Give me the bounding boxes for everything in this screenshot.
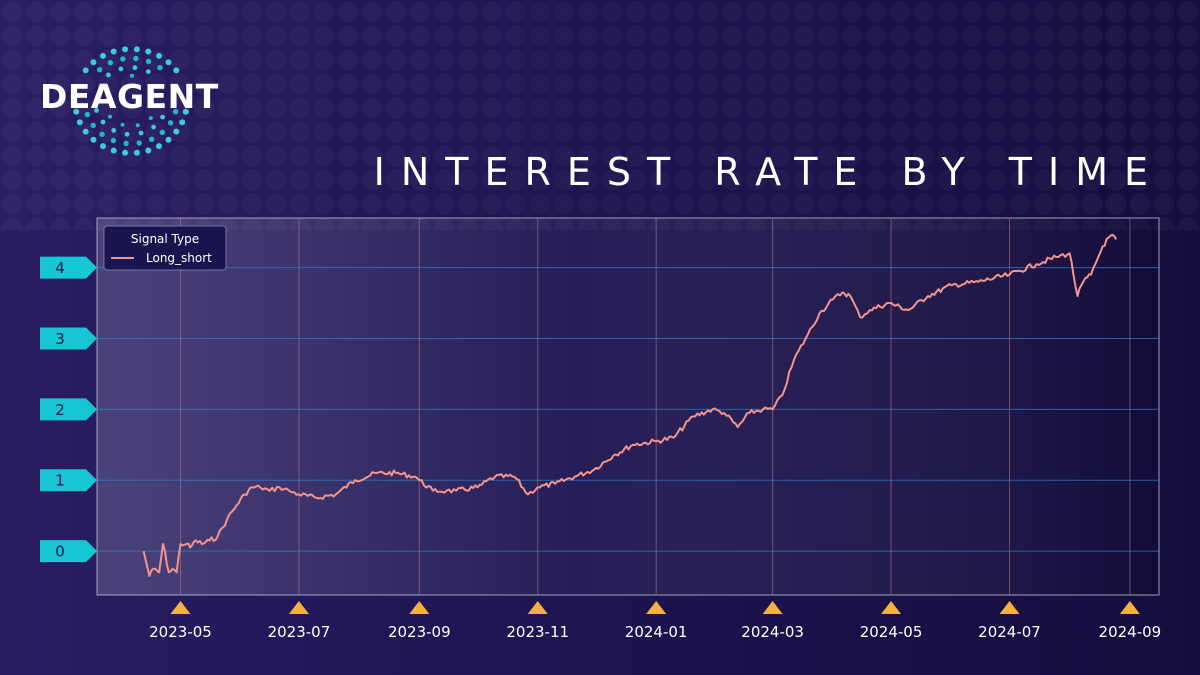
y-tick-label: 1 <box>55 472 65 490</box>
logo-dot <box>122 46 129 53</box>
y-tick-label: 0 <box>55 543 65 561</box>
logo-dot <box>110 48 117 55</box>
logo-dot <box>133 46 140 53</box>
logo-dot <box>167 120 174 126</box>
logo-dot <box>165 59 172 66</box>
legend-entry-label: Long_short <box>146 251 212 265</box>
logo-dot <box>165 136 172 143</box>
logo-dot <box>94 108 99 113</box>
logo-dot <box>108 114 112 119</box>
y-tick-marker <box>40 398 97 421</box>
logo-dot <box>76 119 83 126</box>
x-tick-label: 2023-09 <box>388 623 451 641</box>
logo-dot <box>82 67 89 74</box>
x-tick-label: 2023-05 <box>149 623 212 641</box>
logo-dot <box>179 119 186 126</box>
logo-dot <box>90 122 96 129</box>
legend: Signal Type Long_short <box>103 225 227 271</box>
logo-dot <box>157 65 163 71</box>
logo-dot <box>130 73 134 78</box>
logo-dot <box>82 128 89 135</box>
logo-dot <box>110 147 117 154</box>
x-tick-marker <box>762 601 783 614</box>
logo-dot <box>172 108 179 115</box>
logo-dot <box>118 66 124 72</box>
logo-dot <box>122 149 129 156</box>
logo-dot <box>145 58 152 65</box>
logo-dot <box>73 108 80 115</box>
logo-dot <box>84 111 91 118</box>
logo-dot <box>156 143 162 150</box>
logo-dot <box>100 119 106 125</box>
logo-dot <box>124 131 130 137</box>
logo-dot <box>100 143 106 150</box>
logo-dot <box>148 116 153 121</box>
x-tick-marker <box>288 601 309 614</box>
logo-dot <box>145 147 152 154</box>
x-tick-label: 2024-07 <box>978 623 1041 641</box>
x-tick-marker <box>881 601 902 614</box>
logo-dot <box>159 129 165 135</box>
y-tick-label: 3 <box>55 330 65 348</box>
series-layer <box>142 233 1118 577</box>
logo-dot <box>107 60 114 66</box>
chart-title: INTEREST RATE BY TIME <box>373 150 1164 194</box>
grid-lines <box>97 218 1159 595</box>
y-tick-marker <box>40 256 97 279</box>
x-tick-label: 2024-05 <box>860 623 923 641</box>
logo-dot <box>99 131 105 137</box>
axes: 0 1 2 3 4 2023-05 2023-07 2023-09 2023-11 2024-01… <box>40 256 1162 641</box>
series-line-long-short <box>142 233 1118 577</box>
y-tick-marker <box>40 327 97 350</box>
x-tick-marker <box>409 601 430 614</box>
x-tick-marker <box>170 601 191 614</box>
y-tick-label: 4 <box>55 259 65 277</box>
logo-dot <box>120 122 125 127</box>
x-tick-label: 2023-07 <box>268 623 331 641</box>
x-tick-label: 2024-01 <box>625 623 688 641</box>
dotted-halo-icon <box>73 46 189 156</box>
logo-dot <box>160 114 165 120</box>
x-tick-marker <box>527 601 548 614</box>
logo-dot <box>145 69 151 74</box>
logo-dot <box>182 108 189 115</box>
x-tick-marker <box>999 601 1020 614</box>
logo-dot <box>156 52 162 59</box>
logo-dot <box>106 72 111 78</box>
logo-dot <box>90 136 97 143</box>
x-tick-label: 2024-03 <box>741 623 804 641</box>
logo-dot <box>145 48 152 55</box>
logo-dot <box>133 55 139 62</box>
y-tick-marker <box>40 469 97 492</box>
y-tick-label: 2 <box>55 401 65 419</box>
logo-dot <box>135 123 140 128</box>
logo-dot <box>173 128 180 135</box>
logo-dot <box>90 59 97 66</box>
logo-dot <box>151 124 156 130</box>
logo-dot <box>97 67 103 73</box>
logo-dot <box>100 52 106 59</box>
x-tick-marker <box>646 601 667 614</box>
y-tick-marker <box>40 540 97 563</box>
x-tick-label: 2023-11 <box>506 623 569 641</box>
logo-dot <box>173 67 180 74</box>
logo-dot <box>110 137 117 144</box>
x-tick-marker <box>1119 601 1140 614</box>
logo-dot <box>133 149 140 156</box>
logo-dot <box>111 128 117 133</box>
x-tick-label: 2024-09 <box>1099 623 1162 641</box>
brand-logo-text: DEAGENT <box>40 77 219 116</box>
logo-dot <box>123 140 129 147</box>
logo-dot <box>136 140 142 146</box>
logo-dot <box>120 56 126 62</box>
logo-dot <box>148 136 155 142</box>
logo-dot <box>132 65 138 71</box>
logo-dot <box>138 130 144 136</box>
legend-box <box>103 225 227 271</box>
legend-title: Signal Type <box>131 232 199 246</box>
